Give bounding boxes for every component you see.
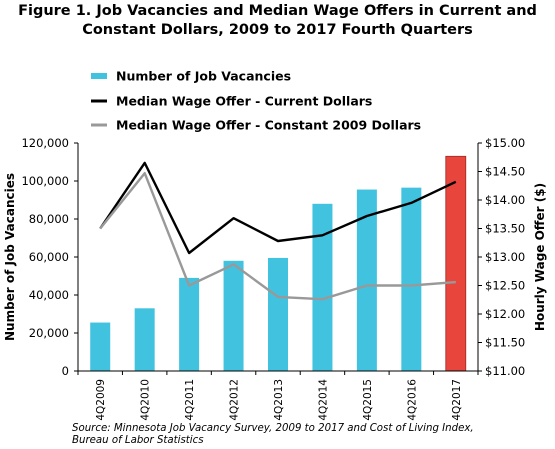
x-tick-label: 4Q2011 bbox=[184, 379, 196, 421]
y-right-tick-label: $12.00 bbox=[485, 307, 525, 321]
bar-4q2016 bbox=[401, 187, 422, 371]
x-tick-label: 4Q2009 bbox=[95, 379, 107, 421]
legend-label: Median Wage Offer - Current Dollars bbox=[116, 94, 372, 109]
legend-swatch-vacancies bbox=[91, 73, 107, 79]
y-right-tick-label: $13.00 bbox=[485, 250, 525, 264]
source-note: Source: Minnesota Job Vacancy Survey, 20… bbox=[72, 423, 542, 447]
y-left-axis-title: Number of Job Vacancies bbox=[3, 173, 17, 341]
y-right-tick-label: $11.00 bbox=[485, 364, 525, 378]
y-left-tick-label: 60,000 bbox=[29, 250, 69, 264]
chart-title: Figure 1. Job Vacancies and Median Wage … bbox=[0, 2, 555, 40]
bar-4q2011 bbox=[179, 277, 200, 371]
y-right-tick-label: $13.50 bbox=[485, 222, 525, 236]
y-left-tick-label: 20,000 bbox=[29, 326, 69, 340]
bar-4q2014 bbox=[312, 203, 333, 371]
bar-4q2013 bbox=[268, 257, 288, 371]
y-right-tick-label: $11.50 bbox=[485, 336, 525, 350]
y-right-axis-title: Hourly Wage Offer ($) bbox=[533, 183, 547, 331]
x-tick-label: 4Q2016 bbox=[406, 379, 418, 421]
bar-4q2017 bbox=[445, 155, 467, 372]
y-right-tick-label: $14.00 bbox=[485, 193, 525, 207]
x-tick-label: 4Q2015 bbox=[362, 379, 374, 421]
line-constant-dollars bbox=[99, 171, 456, 301]
y-left-tick-label: 40,000 bbox=[29, 288, 69, 302]
x-tick-label: 4Q2017 bbox=[451, 379, 463, 421]
bar-4q2012 bbox=[223, 260, 244, 371]
y-right-tick-label: $15.00 bbox=[485, 136, 525, 150]
chart-title-line-2: Constant Dollars, 2009 to 2017 Fourth Qu… bbox=[82, 22, 473, 38]
y-left-tick-label: 80,000 bbox=[29, 212, 69, 226]
x-tick-label: 4Q2014 bbox=[317, 379, 329, 421]
y-left-tick-label: 120,000 bbox=[21, 136, 69, 150]
chart-title-line-1: Figure 1. Job Vacancies and Median Wage … bbox=[18, 3, 537, 19]
y-left-tick-label: 100,000 bbox=[21, 174, 69, 188]
bar-4q2009 bbox=[90, 322, 111, 371]
x-tick-label: 4Q2013 bbox=[273, 379, 285, 421]
y-right-tick-label: $14.50 bbox=[485, 165, 525, 179]
legend-label: Median Wage Offer - Constant 2009 Dollar… bbox=[116, 118, 421, 133]
line-current-dollars bbox=[99, 161, 457, 255]
bar-4q2010 bbox=[134, 308, 155, 371]
x-tick-label: 4Q2012 bbox=[229, 379, 241, 421]
bar-4q2015 bbox=[356, 189, 377, 371]
source-line-1: Source: Minnesota Job Vacancy Survey, 20… bbox=[72, 423, 474, 434]
legend-label: Number of Job Vacancies bbox=[116, 69, 291, 84]
y-right-tick-label: $12.50 bbox=[485, 279, 525, 293]
y-left-tick-label: 0 bbox=[62, 364, 69, 378]
x-tick-label: 4Q2010 bbox=[140, 379, 152, 421]
source-line-2: Bureau of Labor Statistics bbox=[72, 435, 204, 446]
